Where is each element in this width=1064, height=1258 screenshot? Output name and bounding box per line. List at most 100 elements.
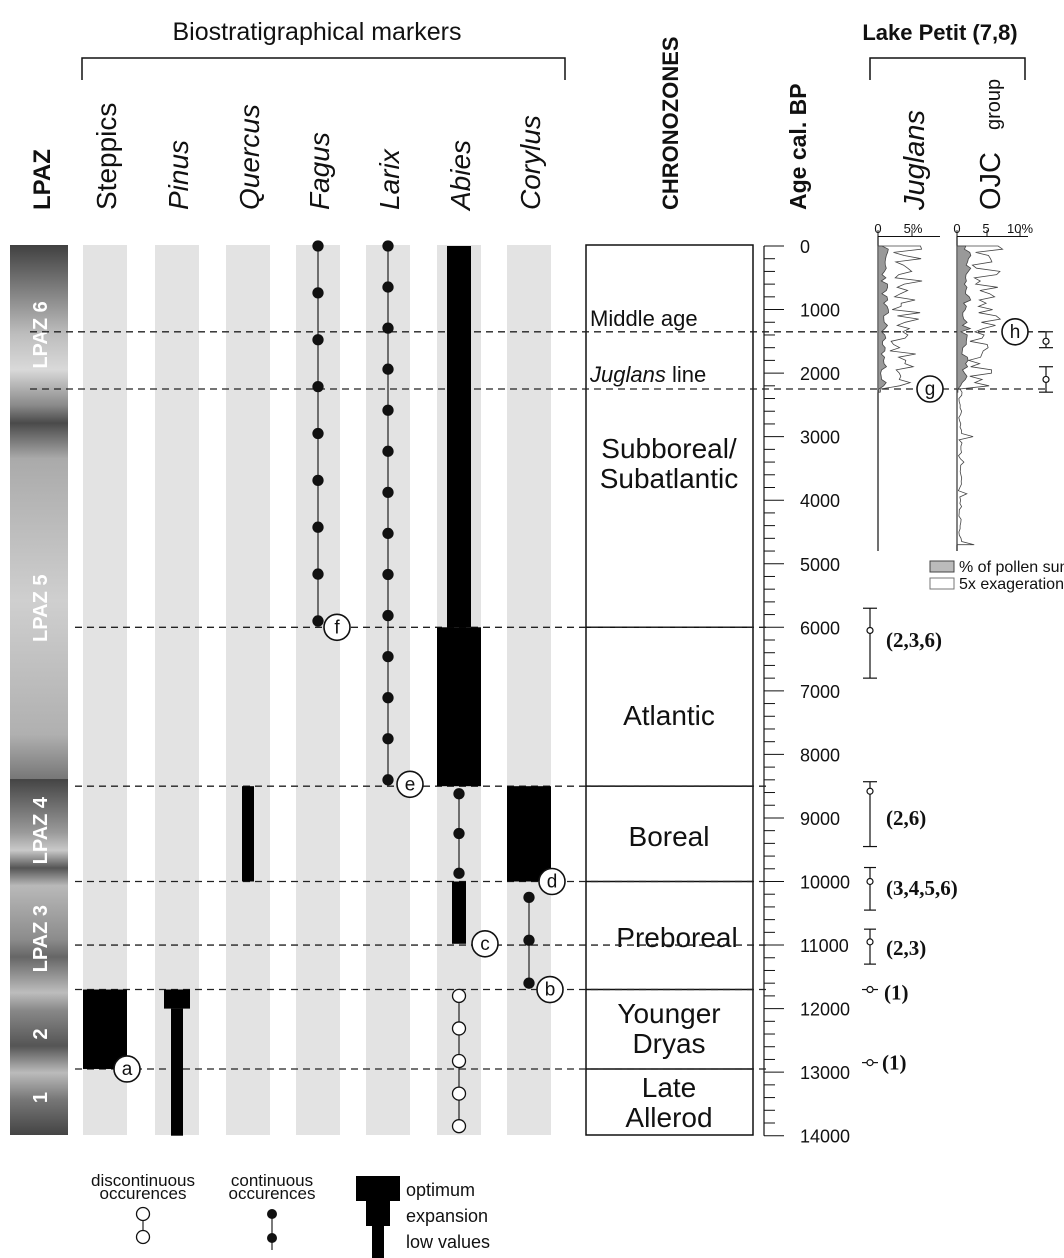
event-marker-circle <box>323 613 351 642</box>
age-tick-label: 14000 <box>800 1127 850 1147</box>
ojc-exaggeration-curve <box>956 245 1004 546</box>
corylus-occurrence-dot <box>523 934 535 946</box>
event-marker-circle <box>536 975 564 1004</box>
event-marker-circle <box>113 1055 141 1083</box>
fagus-occurrence-dot <box>312 474 324 486</box>
lpaz-label: LPAZ 4 <box>30 796 52 864</box>
reference-label: (3,4,5,6) <box>886 876 958 900</box>
age-header: Age cal. BP <box>785 83 811 210</box>
event-marker-letter: b <box>545 980 556 1001</box>
taxon-header: Larix <box>374 148 405 210</box>
corylus-optimum-bar <box>507 786 551 882</box>
abies-occurrence-dot <box>453 788 465 800</box>
larix-occurrence-dot <box>382 568 394 581</box>
larix-occurrence-dot <box>382 609 394 622</box>
age-tick-label: 4000 <box>800 491 840 511</box>
lpaz-header: LPAZ <box>29 149 56 210</box>
error-midpoint <box>1042 375 1050 384</box>
legend-pollen-swatch <box>929 560 955 573</box>
legend-discontinuous-label2: occurences <box>100 1184 187 1203</box>
taxon-header: Steppics <box>91 103 122 210</box>
age-tick-label: 10000 <box>800 873 850 893</box>
abies-expansion-bar <box>447 246 471 628</box>
abies-discontinuous-dot <box>451 1086 467 1101</box>
fagus-occurrence-dot <box>312 615 324 627</box>
larix-occurrence-dot <box>382 650 394 663</box>
legend-exag-label: 5x exageration <box>959 576 1064 593</box>
single-date-point <box>866 985 874 994</box>
fagus-occurrence-dot <box>312 521 324 533</box>
lpaz-label: 1 <box>30 1092 52 1103</box>
abies-discontinuous-dot <box>451 988 467 1004</box>
error-midpoint <box>1042 337 1050 345</box>
reference-label: (2,3,6) <box>886 628 942 652</box>
larix-occurrence-dot <box>382 527 394 540</box>
biostrat-title: Biostratigraphical markers <box>173 18 462 46</box>
juglans-tick-label: 0 <box>874 221 881 236</box>
reference-label: (2,6) <box>886 806 926 830</box>
fagus-occurrence-dot <box>312 240 324 252</box>
age-tick-label: 1000 <box>800 301 840 321</box>
age-tick-label: 0 <box>800 237 810 257</box>
chronozones-header: CHRONOZONES <box>658 36 683 210</box>
lake-bracket <box>869 57 1026 80</box>
legend-filled-dot <box>267 1209 277 1219</box>
larix-occurrence-dot <box>382 774 394 786</box>
abies-discontinuous-dot <box>451 1021 467 1036</box>
larix-occurrence-dot <box>382 445 394 457</box>
ojc-header: OJC <box>975 152 1007 210</box>
legend-open-dot <box>135 1229 151 1245</box>
age-tick-label: 7000 <box>800 682 840 702</box>
chronozone-label: Late <box>642 1072 697 1103</box>
ojc-tick-label: 10% <box>1007 221 1033 236</box>
larix-occurrence-dot <box>382 322 394 334</box>
age-tick-label: 13000 <box>800 1063 850 1083</box>
marker-series <box>83 240 551 1136</box>
legend: discontinuousoccurencescontinuousoccuren… <box>91 1171 490 1258</box>
abies-low-bar <box>452 881 466 944</box>
abies-discontinuous-dot <box>451 1119 467 1134</box>
age-tick-label: 9000 <box>800 809 840 829</box>
lake-title: Lake Petit (7,8) <box>862 20 1017 45</box>
age-tick-label: 5000 <box>800 555 840 575</box>
event-marker-circle <box>916 375 944 403</box>
taxon-header: Abies <box>445 140 476 212</box>
pinus-optimum-bar <box>164 989 190 1009</box>
legend-filled-dot <box>267 1233 277 1243</box>
dating-errors: (2,3,6) (2,6) (3,4,5,6) (2,3) (1) (1) <box>862 331 1053 1075</box>
age-tick-label: 12000 <box>800 1000 850 1020</box>
legend-exag-swatch <box>929 577 955 590</box>
lpaz-label: 2 <box>30 1028 52 1039</box>
event-markers: a b c d e f g h <box>113 317 1029 1083</box>
abies-occurrence-dot <box>453 867 465 879</box>
event-marker-letter: a <box>122 1059 133 1080</box>
chronozone-box <box>585 244 754 1136</box>
age-axis: 0 1000 2000 3000 4000 5000 6000 7000 8000 9000 100… <box>763 237 850 1147</box>
event-marker-letter: f <box>334 617 340 638</box>
larix-occurrence-dot <box>382 733 394 745</box>
pinus-low-bar <box>171 1008 183 1136</box>
age-tick-label: 11000 <box>800 936 849 956</box>
quercus-low-bar <box>242 786 254 882</box>
legend-pollen-label: % of pollen sum <box>959 559 1064 576</box>
chronozone-label-line2: Subatlantic <box>600 463 739 494</box>
chronozone-label-line2: Allerod <box>625 1102 712 1133</box>
juglans-header: Juglans <box>899 110 931 211</box>
juglans-pollen-curve <box>877 245 890 393</box>
legend-open-dot <box>135 1206 151 1222</box>
chronozone-labels: Middle age Juglans line Subboreal/Subatlan… <box>589 306 738 1133</box>
chronozone-label: Middle age <box>590 306 698 331</box>
larix-occurrence-dot <box>382 404 394 416</box>
ojc-tick-label: 5 <box>982 221 989 236</box>
event-marker-letter: g <box>925 379 936 400</box>
larix-occurrence-dot <box>382 240 394 252</box>
chronozone-label: Atlantic <box>623 700 715 731</box>
abies-discontinuous-dot <box>451 1053 467 1069</box>
error-midpoint <box>866 626 874 635</box>
steppics-optimum-bar <box>83 989 127 1069</box>
legend-expansion-label: expansion <box>406 1206 488 1226</box>
chronozone-label-line2: Dryas <box>632 1028 705 1059</box>
